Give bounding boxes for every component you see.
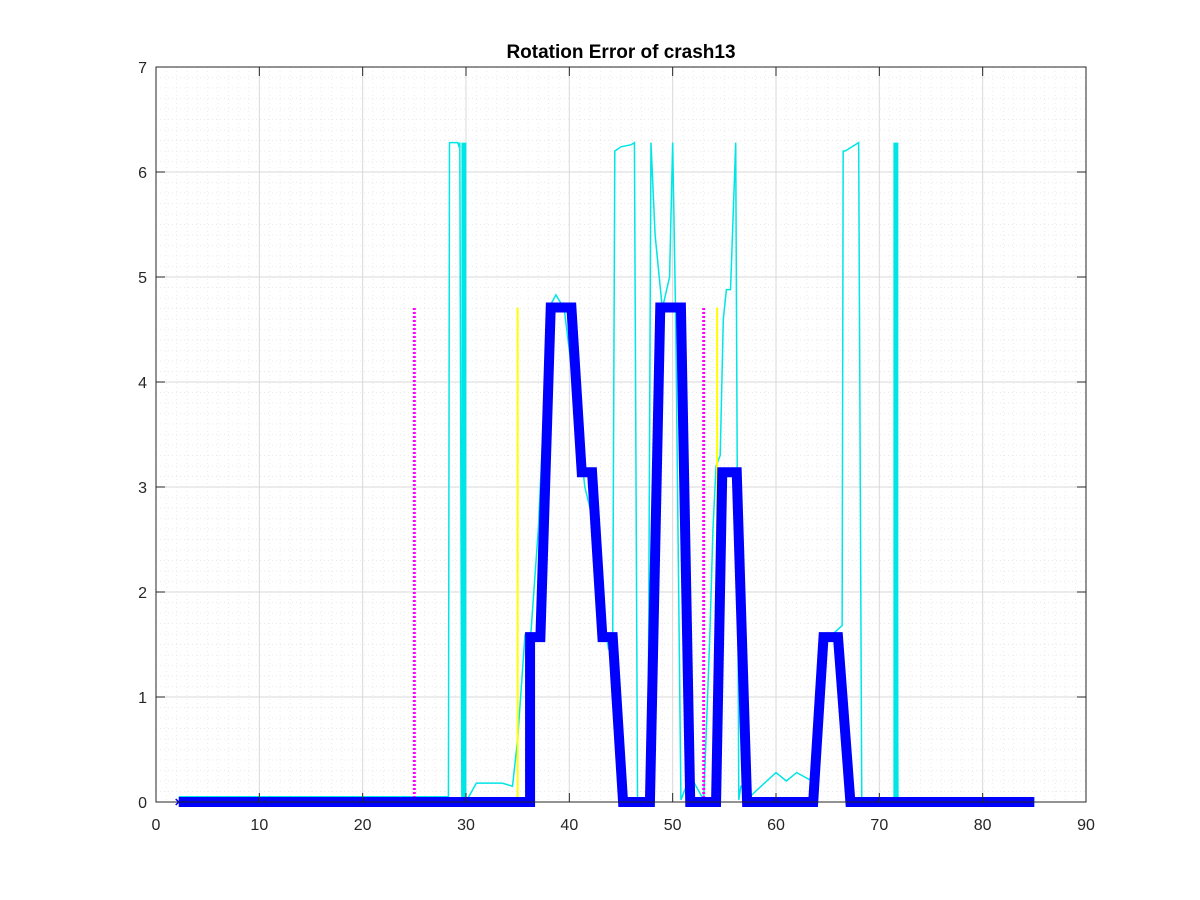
- tick-labels: 0 10 20 30 40 50 60 70 80 90 0 1 2 3 4 5 6 7: [138, 60, 1095, 834]
- x-tick-label: 40: [560, 817, 578, 834]
- y-tick-label: 3: [138, 480, 147, 497]
- y-tick-label: 0: [138, 795, 147, 812]
- y-tick-label: 4: [138, 375, 147, 392]
- x-tick-label: 70: [870, 817, 888, 834]
- x-tick-label: 90: [1077, 817, 1095, 834]
- y-tick-label: 1: [138, 690, 147, 707]
- x-tick-label: 10: [250, 817, 268, 834]
- x-tick-label: 20: [354, 817, 372, 834]
- chart-title: Rotation Error of crash13: [506, 42, 735, 63]
- y-tick-label: 5: [138, 270, 147, 287]
- axes-frame: [155, 66, 1087, 803]
- x-tick-label: 80: [974, 817, 992, 834]
- series-thin-cyan-line: [178, 141, 1035, 803]
- x-tick-label: 30: [457, 817, 475, 834]
- y-tick-label: 7: [138, 60, 147, 77]
- x-tick-label: 50: [664, 817, 682, 834]
- x-tick-label: 60: [767, 817, 785, 834]
- y-tick-label: 2: [138, 585, 147, 602]
- x-tick-label: 0: [152, 817, 161, 834]
- series-layer: [175, 141, 1035, 807]
- y-tick-label: 6: [138, 165, 147, 182]
- axes-box: [155, 66, 1087, 803]
